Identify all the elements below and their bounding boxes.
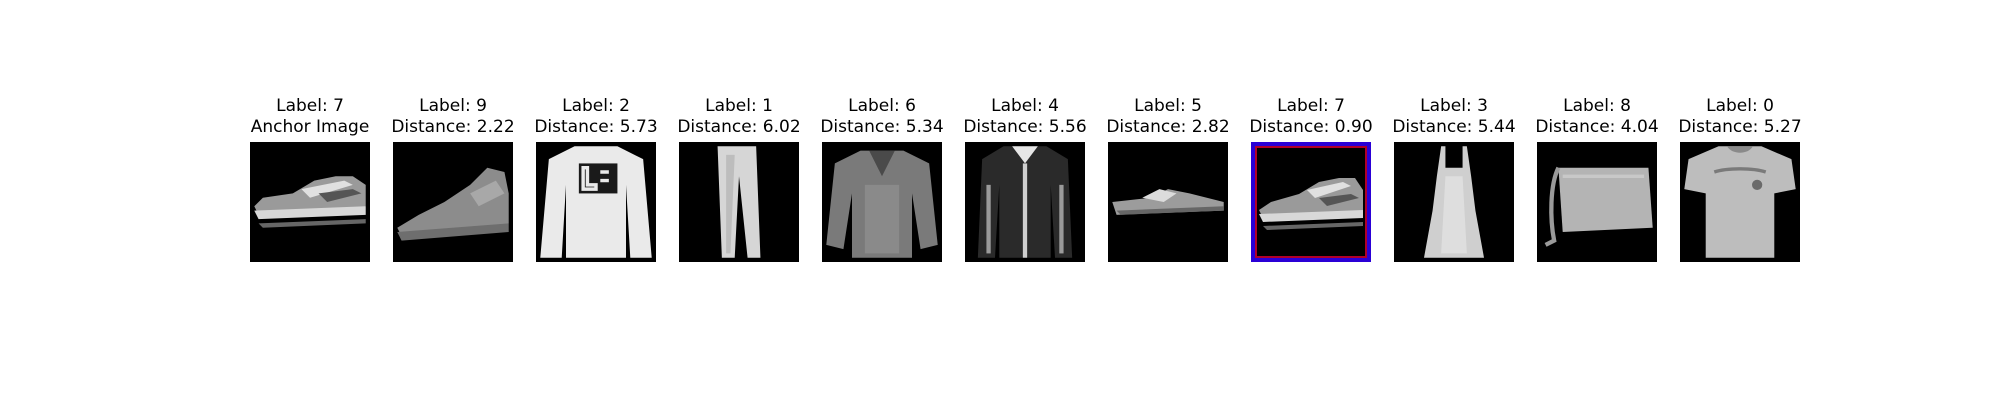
neighbor-panel: Label: 6 Distance: 5.34: [812, 96, 952, 262]
panel-distance: Distance: 4.04: [1535, 117, 1659, 137]
sneaker-icon: [250, 142, 370, 262]
panel-title: Label: 4 Distance: 5.56: [955, 96, 1095, 138]
panel-title: Label: 8 Distance: 4.04: [1527, 96, 1667, 138]
panel-title: Label: 5 Distance: 2.82: [1098, 96, 1238, 138]
neighbor-panel: Label: 0 Distance: 5.27: [1670, 96, 1810, 262]
panel-label: Label: 5: [1134, 96, 1202, 116]
panel-distance: Distance: 5.73: [534, 117, 658, 137]
panel-distance: Distance: 5.44: [1392, 117, 1516, 137]
sneaker-icon: [1251, 142, 1371, 262]
panel-label: Label: 8: [1563, 96, 1631, 116]
neighbor-panel: Label: 2 Distance: 5.73: [526, 96, 666, 262]
neighbor-panel: Label: 1 Distance: 6.02: [669, 96, 809, 262]
nearest-match-panel: Label: 7 Distance: 0.90: [1241, 96, 1381, 262]
bag-icon: [1537, 142, 1657, 262]
sandal-icon: [1108, 142, 1228, 262]
panel-title: Label: 7 Anchor Image: [240, 96, 380, 138]
panel-label: Label: 6: [848, 96, 916, 116]
neighbor-panel: Label: 5 Distance: 2.82: [1098, 96, 1238, 262]
panel-subtitle: Anchor Image: [250, 117, 370, 137]
panel-distance: Distance: 2.82: [1106, 117, 1230, 137]
panel-title: Label: 3 Distance: 5.44: [1384, 96, 1524, 138]
anchor-panel: Label: 7 Anchor Image: [240, 96, 380, 262]
panel-label: Label: 7: [276, 96, 344, 116]
panel-label: Label: 1: [705, 96, 773, 116]
trouser-icon: [679, 142, 799, 262]
dress-icon: [1394, 142, 1514, 262]
panel-title: Label: 0 Distance: 5.27: [1670, 96, 1810, 138]
panel-distance: Distance: 5.27: [1678, 117, 1802, 137]
panel-title: Label: 2 Distance: 5.73: [526, 96, 666, 138]
panel-label: Label: 0: [1706, 96, 1774, 116]
panel-distance: Distance: 0.90: [1249, 117, 1373, 137]
panel-title: Label: 7 Distance: 0.90: [1241, 96, 1381, 138]
panel-label: Label: 3: [1420, 96, 1488, 116]
pullover-icon: [536, 142, 656, 262]
panel-distance: Distance: 5.56: [963, 117, 1087, 137]
panel-title: Label: 6 Distance: 5.34: [812, 96, 952, 138]
shirt-icon: [822, 142, 942, 262]
neighbor-panel: Label: 4 Distance: 5.56: [955, 96, 1095, 262]
neighbor-panel: Label: 3 Distance: 5.44: [1384, 96, 1524, 262]
panel-title: Label: 9 Distance: 2.22: [383, 96, 523, 138]
panel-label: Label: 9: [419, 96, 487, 116]
panel-label: Label: 4: [991, 96, 1059, 116]
panel-label: Label: 7: [1277, 96, 1345, 116]
panel-label: Label: 2: [562, 96, 630, 116]
panel-distance: Distance: 5.34: [820, 117, 944, 137]
panel-distance: Distance: 6.02: [677, 117, 801, 137]
panel-distance: Distance: 2.22: [391, 117, 515, 137]
panel-title: Label: 1 Distance: 6.02: [669, 96, 809, 138]
neighbor-panel: Label: 8 Distance: 4.04: [1527, 96, 1667, 262]
ankle-boot-icon: [393, 142, 513, 262]
tshirt-icon: [1680, 142, 1800, 262]
neighbor-panel: Label: 9 Distance: 2.22: [383, 96, 523, 262]
coat-icon: [965, 142, 1085, 262]
